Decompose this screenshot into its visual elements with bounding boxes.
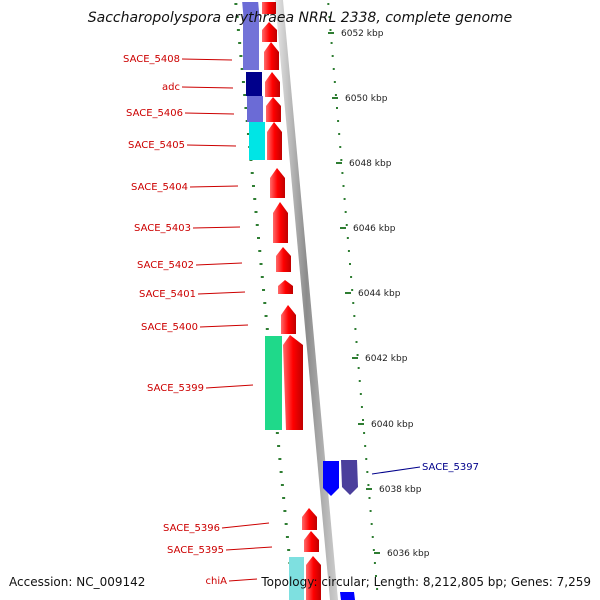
label-connector (205, 384, 254, 389)
topology-text: Topology: circular; Length: 8,212,805 bp… (260, 575, 591, 589)
map-title: Saccharopolyspora erythraea NRRL 2338, c… (88, 10, 513, 26)
label-connector (371, 466, 421, 475)
label-connector (184, 112, 235, 115)
category-block (246, 72, 262, 96)
gene-arrow (340, 592, 355, 600)
genome-backbone (275, 0, 338, 600)
category-block (249, 122, 265, 160)
category-block (243, 16, 259, 70)
gene-arrow (265, 72, 280, 97)
gene-arrow (304, 531, 319, 552)
gene-arrow (281, 305, 296, 334)
gene-label[interactable]: SACE_5402 (137, 260, 194, 271)
category-block (247, 96, 263, 122)
label-connector (199, 324, 249, 328)
gene-label[interactable]: SACE_5401 (139, 289, 196, 300)
gene-label[interactable]: SACE_5396 (163, 523, 220, 534)
gene-arrow (262, 22, 277, 42)
outer-tick-track (327, 3, 380, 590)
gene-label[interactable]: adc (162, 82, 180, 93)
scale-label: 6040 kbp (371, 420, 414, 430)
reverse-genes (323, 460, 358, 600)
category-block (289, 557, 304, 600)
gene-arrow (267, 122, 282, 160)
forward-genes (262, 2, 321, 600)
gene-arrow (278, 280, 293, 294)
gene-arrow (341, 460, 358, 495)
gene-label[interactable]: SACE_5395 (167, 545, 224, 556)
gene-arrow (323, 461, 339, 496)
category-block (242, 2, 260, 16)
gene-label[interactable]: SACE_5406 (126, 108, 183, 119)
gene-arrow (270, 168, 285, 198)
label-connectors (181, 58, 421, 582)
label-connector (181, 58, 233, 61)
label-connector (228, 578, 258, 582)
gene-label[interactable]: SACE_5399 (147, 383, 204, 394)
gene-arrow (306, 556, 321, 600)
label-connector (186, 144, 237, 147)
label-connector (197, 291, 246, 295)
label-connector (181, 86, 234, 89)
gene-arrow (262, 2, 276, 14)
label-connector (195, 262, 243, 266)
scale-label: 6036 kbp (387, 549, 430, 559)
gene-label[interactable]: SACE_5403 (134, 223, 191, 234)
scale-label: 6044 kbp (358, 289, 401, 299)
gene-label[interactable]: SACE_5400 (141, 322, 198, 333)
scale-label: 6046 kbp (353, 224, 396, 234)
accession-text: Accession: NC_009142 (9, 575, 145, 589)
gene-label[interactable]: SACE_5404 (131, 182, 188, 193)
gene-arrow (283, 335, 303, 430)
scale-label: 6050 kbp (345, 94, 388, 104)
scale-labels: 6052 kbp 6050 kbp 6048 kbp 6046 kbp 6044 kbp… (341, 29, 430, 559)
gene-arrow (266, 97, 281, 122)
gene-arrow (276, 247, 291, 272)
label-connector (189, 185, 239, 188)
scale-label: 6038 kbp (379, 485, 422, 495)
category-block (265, 336, 282, 430)
scale-label: 6048 kbp (349, 159, 392, 169)
scale-label: 6052 kbp (341, 29, 384, 39)
gene-label[interactable]: SACE_5397 (422, 462, 479, 473)
label-connector (225, 546, 273, 551)
gene-label[interactable]: chiA (206, 576, 228, 587)
gene-arrow (273, 202, 288, 243)
gene-label[interactable]: SACE_5405 (128, 140, 185, 151)
scale-label: 6042 kbp (365, 354, 408, 364)
label-connector (221, 522, 270, 529)
label-connector (192, 226, 241, 229)
category-strip (242, 2, 304, 600)
gene-arrow (302, 508, 317, 530)
gene-label[interactable]: SACE_5408 (123, 54, 180, 65)
gene-arrow (264, 42, 279, 70)
